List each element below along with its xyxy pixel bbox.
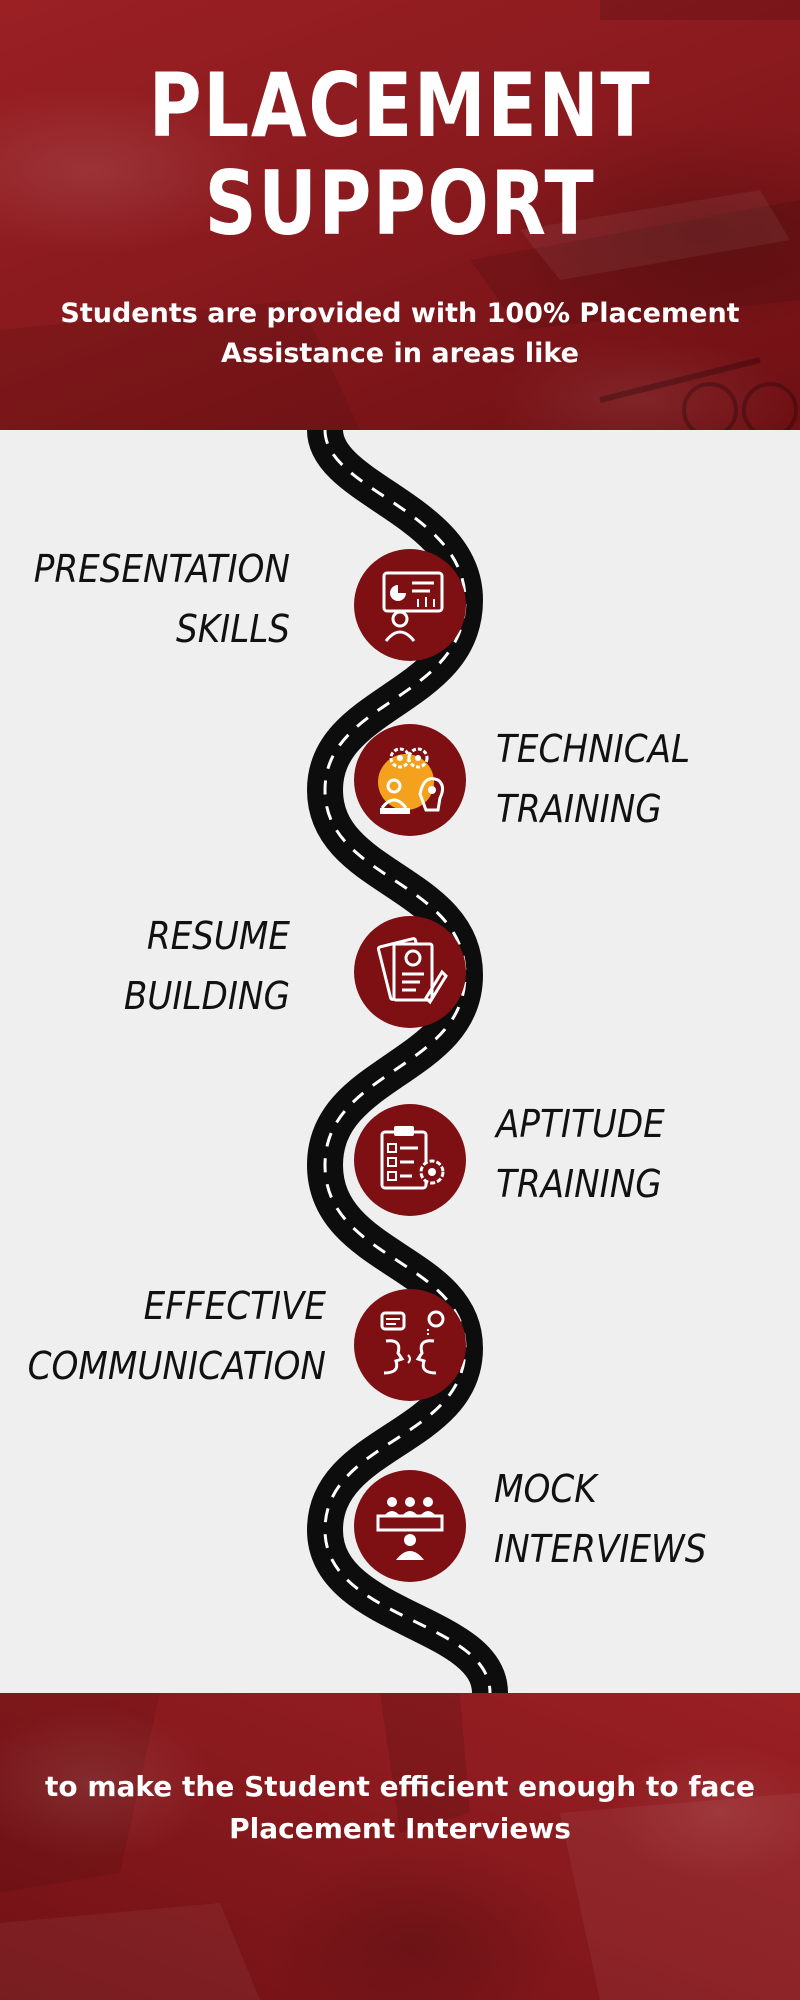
area-label-technical-training: TECHNICAL TRAINING: [496, 719, 786, 839]
footer-photo-overlay: [0, 1693, 800, 2000]
road-center-line: [323, 430, 492, 1693]
area-label-line-2: BUILDING: [123, 974, 290, 1018]
area-label-line-2: TRAINING: [496, 787, 662, 831]
page-subtitle: Students are provided with 100% Placemen…: [60, 298, 740, 369]
header-banner: PLACEMENT SUPPORT Students are provided …: [0, 0, 800, 430]
area-label-line-2: TRAINING: [496, 1162, 662, 1206]
interview-icon: [354, 1470, 466, 1582]
area-label-line-1: RESUME: [146, 914, 290, 958]
area-label-line-1: MOCK: [494, 1467, 597, 1511]
resume-icon: [354, 916, 466, 1028]
footer-text: to make the Student efficient enough to …: [44, 1770, 755, 1845]
area-label-effective-communication: EFFECTIVE COMMUNICATION: [10, 1276, 326, 1396]
footer-banner: to make the Student efficient enough to …: [0, 1693, 800, 2000]
presentation-icon: [354, 549, 466, 661]
area-label-resume-building: RESUME BUILDING: [20, 906, 290, 1026]
area-label-presentation-skills: PRESENTATION SKILLS: [20, 539, 290, 659]
page-title-line-2: SUPPORT: [204, 152, 596, 255]
area-label-line-1: PRESENTATION: [33, 547, 290, 591]
area-label-line-2: COMMUNICATION: [27, 1344, 326, 1388]
area-label-line-1: APTITUDE: [496, 1102, 665, 1146]
winding-road: [306, 430, 508, 1693]
header-background-decoration: [0, 0, 800, 430]
area-label-line-2: INTERVIEWS: [494, 1527, 707, 1571]
page-title-line-1: PLACEMENT: [148, 54, 652, 157]
aptitude-icon: [354, 1104, 466, 1216]
header-photo-overlay: [0, 0, 800, 430]
area-label-aptitude-training: APTITUDE TRAINING: [496, 1094, 786, 1214]
area-label-mock-interviews: MOCK INTERVIEWS: [494, 1459, 790, 1579]
area-label-line-1: EFFECTIVE: [143, 1284, 326, 1328]
footer-background-decoration: [0, 1693, 800, 2000]
area-label-line-2: SKILLS: [176, 607, 290, 651]
technical-training-icon: [354, 724, 466, 836]
area-label-line-1: TECHNICAL: [496, 727, 691, 771]
communication-icon: [354, 1289, 466, 1401]
